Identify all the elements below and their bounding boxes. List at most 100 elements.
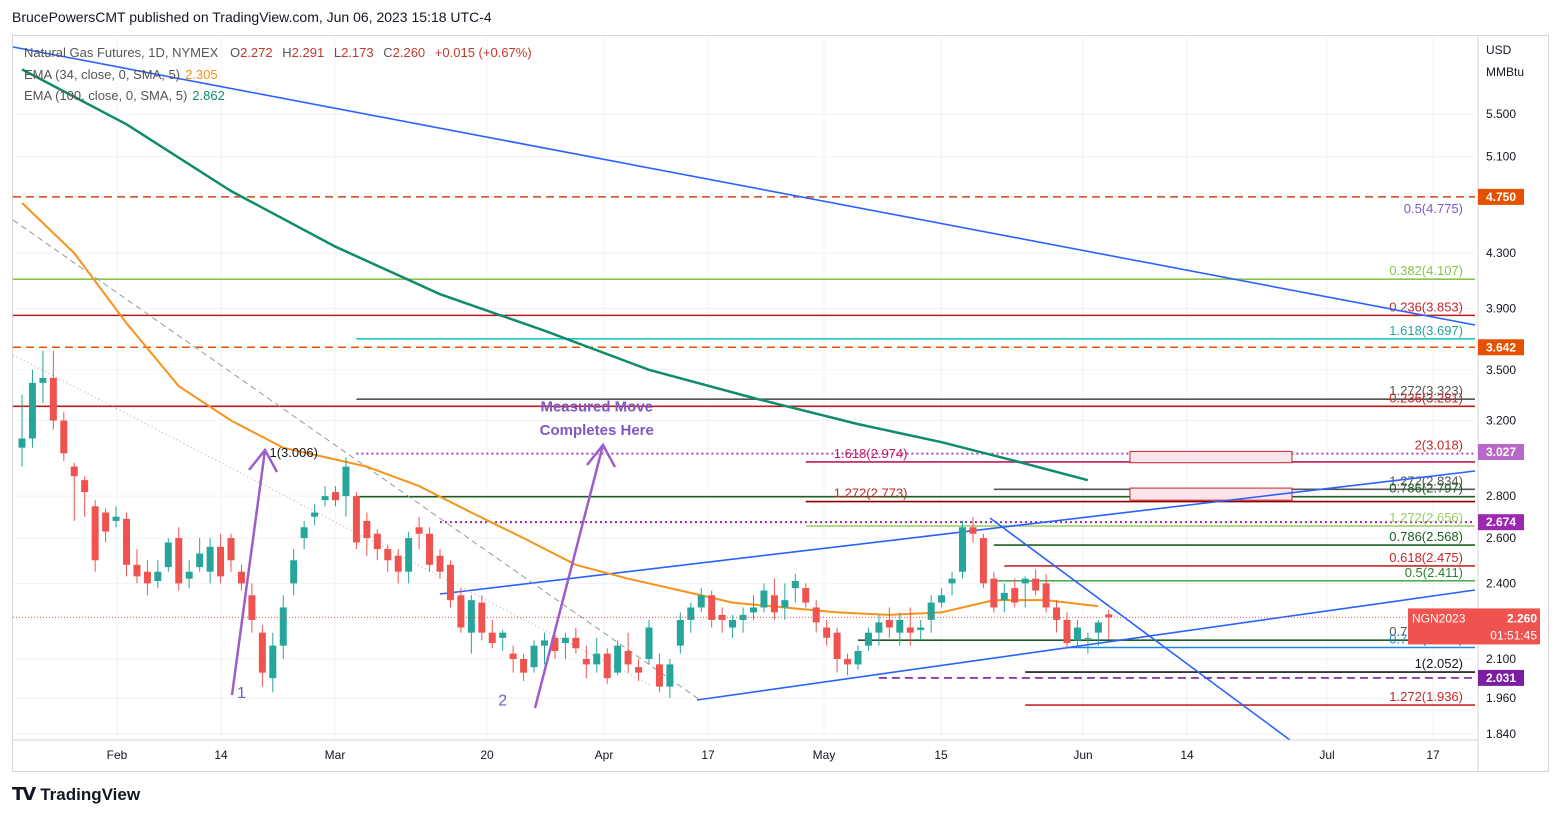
candle-body [290, 560, 298, 584]
legend-close-label: C [383, 45, 393, 60]
candle [614, 640, 622, 676]
x-tick-label: Feb [107, 748, 128, 762]
candle [290, 549, 298, 596]
candle-body [1084, 637, 1092, 639]
candle-body [342, 466, 350, 497]
candle-body [133, 564, 141, 577]
candle-body [227, 538, 235, 561]
y-tick-label: 3.900 [1486, 302, 1516, 316]
chart-frame [12, 35, 1549, 772]
candle-body [217, 546, 225, 577]
trendline [989, 517, 1291, 741]
candle-body [927, 602, 935, 620]
candle-body [363, 520, 371, 539]
ema34-line [21, 202, 1099, 616]
candle-body [1063, 619, 1071, 644]
candle [217, 533, 225, 584]
candle-body [373, 533, 381, 550]
chart-annotation: Measured Move [540, 399, 653, 416]
last-price-value: 2.260 [1507, 611, 1537, 625]
tradingview-logo-icon: 𝗧𝗩 [12, 784, 36, 804]
price-axis-label-text: 3.642 [1486, 340, 1516, 354]
fib-level-label: 1.272(2.773) [834, 486, 908, 501]
candle-body [143, 571, 151, 584]
candle-body [394, 555, 402, 572]
candle [666, 658, 674, 699]
candle [426, 527, 434, 572]
price-axis-label-text: 2.674 [1486, 515, 1516, 529]
candle-body [802, 588, 810, 603]
price-axis-label: 3.027 [1478, 443, 1524, 460]
candle-body [436, 555, 444, 572]
candle [1021, 576, 1029, 608]
candle-body [948, 578, 956, 584]
candle-body [917, 627, 925, 631]
candle-body [237, 571, 245, 584]
candle [405, 531, 413, 584]
tradingview-logo[interactable]: 𝗧𝗩 TradingView [12, 784, 140, 805]
candle [645, 619, 653, 665]
legend-ema34-value: 2.305 [185, 67, 218, 82]
legend-high-label: H [282, 45, 292, 60]
candle [102, 508, 110, 543]
candle [60, 411, 68, 461]
trendlines-layer [12, 46, 1476, 741]
candle-body [823, 627, 831, 638]
candle [39, 350, 47, 404]
candle [624, 632, 632, 673]
candle-body [655, 664, 663, 687]
candle-body [509, 653, 517, 659]
candle-body [300, 527, 308, 539]
y-tick-label: 1.840 [1486, 727, 1516, 741]
candle-body [1053, 607, 1061, 620]
candle-body [248, 595, 256, 620]
x-tick-label: 15 [934, 748, 948, 762]
candle-body [906, 627, 914, 633]
y-tick-label: 2.100 [1486, 652, 1516, 666]
candle [572, 627, 580, 654]
fib-level-label: 1.618(2.974) [834, 446, 908, 461]
candle [154, 560, 162, 589]
candle [143, 560, 151, 596]
y-tick-label: 5.500 [1486, 107, 1516, 121]
candle-body [384, 549, 392, 561]
last-price-bg [1408, 608, 1540, 645]
unit-label: MMBtu [1486, 65, 1524, 79]
candle [781, 583, 789, 620]
price-axis-label-bg [1478, 188, 1524, 205]
candle-body [938, 595, 946, 603]
candle [279, 595, 287, 659]
candle [175, 527, 183, 591]
price-axis-label-bg [1478, 443, 1524, 460]
candle-body [279, 607, 287, 646]
candle [697, 588, 705, 613]
price-axis-label: 4.750 [1478, 188, 1524, 205]
measured-move-arrowhead [586, 442, 617, 468]
candle [750, 595, 757, 620]
measured-move-arrow [533, 444, 605, 709]
candle-body [697, 595, 705, 608]
candle [833, 627, 841, 673]
candle-body [91, 506, 99, 561]
y-tick-label: 1.960 [1486, 691, 1516, 705]
candle-body [332, 492, 339, 501]
candle [687, 602, 695, 633]
candle-body [844, 658, 852, 665]
candle-body [645, 627, 653, 659]
legend-ema34-label: EMA (34, close, 0, SMA, 5) [24, 67, 181, 82]
candle-body [530, 645, 538, 668]
candle [896, 612, 904, 646]
candle-body [1094, 622, 1102, 633]
fib-level-label: 1.618(3.697) [1389, 323, 1463, 338]
candle [1073, 619, 1081, 649]
candle [603, 648, 611, 684]
chart-annotation: 2 [498, 692, 507, 709]
candle-body [196, 553, 204, 568]
candle [1011, 578, 1019, 608]
last-price-label: NGN2023 2.260 01:51:45 [1408, 608, 1540, 645]
fib-level-label: 2(3.018) [1415, 438, 1463, 453]
trendline [696, 589, 1476, 701]
price-axis-label: 2.031 [1478, 669, 1524, 686]
legend-high-value: 2.291 [291, 45, 325, 60]
